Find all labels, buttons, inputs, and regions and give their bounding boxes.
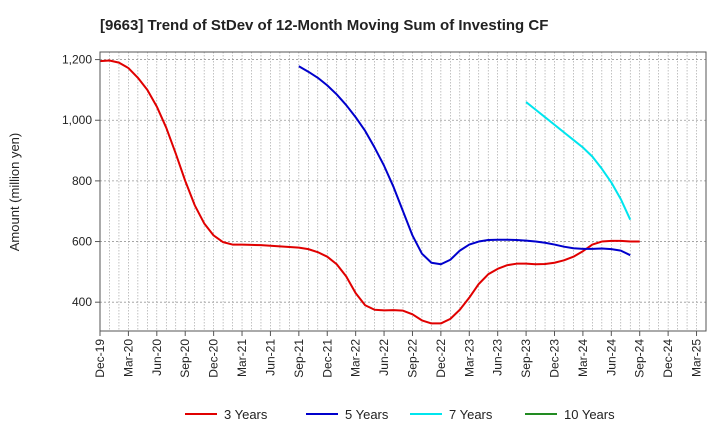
x-tick-label: Mar-25 xyxy=(690,339,704,377)
x-tick-label: Dec-21 xyxy=(320,339,334,378)
x-tick-label: Sep-22 xyxy=(405,339,419,378)
y-tick-label: 600 xyxy=(72,235,92,249)
x-tick-label: Mar-20 xyxy=(121,339,135,377)
x-tick-label: Jun-23 xyxy=(491,339,505,376)
series-line-3-years xyxy=(99,59,640,325)
y-tick-label: 800 xyxy=(72,174,92,188)
y-tick-label: 1,000 xyxy=(62,113,92,127)
x-tick-label: Dec-23 xyxy=(548,339,562,378)
x-tick-label: Mar-21 xyxy=(235,339,249,377)
x-tick-label: Dec-20 xyxy=(207,339,221,378)
y-tick-label: 400 xyxy=(72,295,92,309)
series-lines xyxy=(99,59,640,325)
x-tick-label: Dec-22 xyxy=(434,339,448,378)
x-tick-label: Dec-19 xyxy=(93,339,107,378)
x-axis-ticks: Dec-19 Mar-20 Jun-20 Sep-20 Dec-20 Mar-21 Jun-… xyxy=(93,331,704,378)
legend-label: 7 Years xyxy=(449,407,493,422)
x-tick-label: Sep-20 xyxy=(178,339,192,378)
x-tick-label: Sep-23 xyxy=(519,339,533,378)
series-line-7-years xyxy=(525,101,632,221)
legend-label: 3 Years xyxy=(224,407,268,422)
grid xyxy=(99,52,707,331)
chart-title: [9663] Trend of StDev of 12-Month Moving… xyxy=(100,17,548,34)
plot-frame xyxy=(99,51,707,332)
x-tick-label: Mar-24 xyxy=(576,339,590,377)
series-line-5-years xyxy=(298,65,631,266)
legend-label: 5 Years xyxy=(345,407,389,422)
legend-label: 10 Years xyxy=(564,407,615,422)
x-tick-label: Jun-22 xyxy=(377,339,391,376)
x-tick-label: Sep-21 xyxy=(292,339,306,378)
legend: 3 Years 5 Years 7 Years 10 Years xyxy=(185,407,615,422)
x-tick-label: Sep-24 xyxy=(633,339,647,378)
y-axis-label: Amount (million yen) xyxy=(7,133,22,252)
x-tick-label: Mar-23 xyxy=(462,339,476,377)
y-tick-label: 1,200 xyxy=(62,53,92,67)
y-axis-ticks: 400 600 800 1,000 1,200 xyxy=(62,53,100,309)
x-tick-label: Jun-20 xyxy=(150,339,164,376)
x-tick-label: Jun-24 xyxy=(604,339,618,376)
x-tick-label: Dec-24 xyxy=(661,339,675,378)
x-tick-label: Mar-22 xyxy=(349,339,363,377)
x-tick-label: Jun-21 xyxy=(263,339,277,376)
